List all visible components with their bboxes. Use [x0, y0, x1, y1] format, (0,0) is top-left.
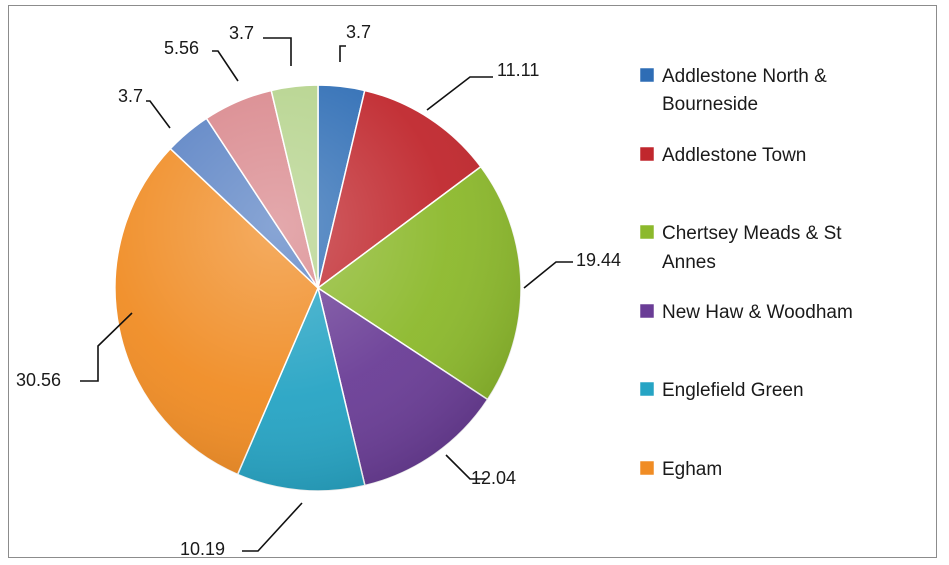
legend-label: New Haw & Woodham — [662, 302, 853, 323]
pie-slices — [114, 84, 522, 492]
data-label: 3.7 — [229, 23, 254, 43]
legend-swatch — [639, 303, 655, 319]
legend-item: Addlestone North & Bourneside — [639, 66, 827, 115]
legend-item: Egham — [639, 459, 722, 480]
legend-item: Chertsey Meads & St Annes — [639, 223, 842, 273]
legend-label: Englefield Green — [662, 380, 804, 401]
leader-line — [426, 76, 493, 111]
legend-item: Englefield Green — [639, 380, 804, 401]
legend-swatch — [639, 460, 655, 476]
data-label: 30.56 — [16, 370, 61, 390]
leader-line — [263, 37, 292, 66]
data-label: 3.7 — [346, 22, 371, 42]
legend-swatch — [639, 146, 655, 162]
legend: Addlestone North & Bourneside Addlestone T… — [639, 66, 853, 480]
legend-label: Egham — [662, 459, 722, 480]
leader-line — [212, 50, 239, 82]
data-label: 19.44 — [576, 250, 621, 270]
legend-swatch — [639, 224, 655, 240]
data-label: 3.7 — [118, 86, 143, 106]
legend-label: Annes — [662, 252, 716, 273]
leader-line — [146, 100, 171, 129]
leader-line — [242, 502, 303, 552]
data-label: 5.56 — [164, 38, 199, 58]
leader-line — [80, 312, 133, 382]
leader-line — [445, 454, 486, 480]
legend-swatch — [639, 67, 655, 83]
data-labels: 3.7 11.11 19.44 12.04 10.19 30.56 3.7 5.56 3.7 — [16, 22, 621, 559]
data-label: 12.04 — [471, 468, 516, 488]
legend-label: Chertsey Meads & St — [662, 223, 842, 244]
legend-label: Addlestone North & — [662, 66, 827, 87]
legend-label: Bourneside — [662, 94, 758, 115]
leader-line — [339, 45, 346, 62]
legend-swatch — [639, 381, 655, 397]
data-label: 10.19 — [180, 539, 225, 559]
legend-item: New Haw & Woodham — [639, 302, 853, 323]
legend-label: Addlestone Town — [662, 145, 806, 166]
data-label: 11.11 — [497, 60, 539, 80]
legend-item: Addlestone Town — [639, 145, 806, 166]
leader-lines — [80, 37, 573, 552]
leader-line — [523, 261, 573, 289]
